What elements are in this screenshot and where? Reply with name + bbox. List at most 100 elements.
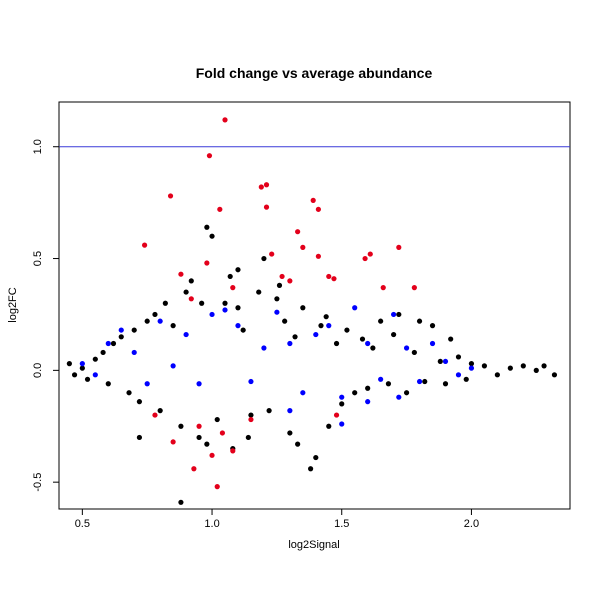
data-point-s2-31: [248, 416, 254, 423]
data-point-s0-30: [261, 255, 267, 262]
data-point-s0-42: [339, 401, 345, 407]
data-point-s0-0: [66, 361, 72, 367]
data-point-s0-63: [481, 363, 488, 369]
data-point-s0-6: [105, 381, 111, 387]
data-point-s2-1: [167, 193, 174, 199]
chart-title: Fold change vs average abundance: [196, 65, 433, 81]
data-point-s1-18: [313, 331, 319, 338]
data-point-s2-30: [152, 412, 158, 418]
data-point-s0-51: [396, 311, 402, 318]
data-point-s2-4: [217, 206, 223, 212]
data-point-s0-29: [256, 289, 262, 295]
data-point-s0-24: [222, 300, 228, 306]
data-point-s1-23: [378, 376, 384, 382]
data-point-s0-67: [533, 367, 539, 373]
data-point-s0-19: [188, 278, 194, 284]
data-point-s2-14: [315, 253, 321, 259]
data-point-s0-16: [170, 323, 176, 329]
data-point-s0-26: [235, 305, 241, 311]
data-point-s1-1: [92, 372, 98, 378]
data-point-s0-78: [295, 441, 301, 447]
data-point-s0-10: [131, 327, 137, 333]
y-tick-label-1: 0.0: [32, 363, 44, 378]
data-point-s0-27: [240, 327, 246, 333]
data-point-s1-31: [287, 408, 293, 414]
data-point-s1-19: [326, 323, 332, 329]
data-point-s1-8: [183, 331, 189, 338]
data-point-s0-33: [282, 318, 288, 324]
data-point-s2-6: [258, 184, 264, 190]
data-point-s2-15: [326, 273, 332, 280]
data-point-s2-13: [315, 206, 321, 212]
data-point-s1-25: [403, 345, 410, 351]
data-point-s1-24: [391, 311, 397, 318]
data-point-s2-9: [279, 273, 285, 280]
data-point-s2-12: [310, 197, 316, 203]
x-tick-label-1: 1.0: [204, 518, 219, 530]
data-point-s0-40: [326, 423, 332, 429]
data-point-s0-72: [227, 273, 233, 280]
data-point-s0-17: [178, 423, 184, 429]
data-point-s1-20: [339, 394, 345, 400]
data-point-s1-0: [79, 361, 85, 367]
data-point-s1-5: [144, 381, 150, 387]
x-axis-label: log2Signal: [288, 539, 339, 551]
data-point-s2-3: [222, 117, 228, 123]
data-point-s1-33: [365, 399, 371, 405]
data-point-s2-33: [287, 278, 293, 284]
data-point-s2-0: [141, 242, 148, 248]
data-point-s2-20: [411, 285, 417, 291]
data-point-s2-21: [380, 285, 386, 291]
data-point-s0-76: [245, 434, 251, 441]
data-point-s2-11: [300, 244, 306, 250]
y-tick-label-3: 1.0: [32, 139, 44, 154]
data-point-s0-50: [391, 331, 397, 338]
data-point-s0-1: [71, 372, 78, 378]
data-point-s0-35: [292, 334, 298, 340]
data-point-s1-2: [105, 340, 111, 347]
data-point-s0-61: [463, 376, 469, 382]
data-point-s1-26: [416, 378, 423, 385]
data-point-s0-21: [204, 224, 210, 230]
data-point-s0-56: [429, 323, 436, 329]
data-point-s0-49: [385, 381, 392, 387]
data-point-s0-60: [455, 354, 462, 360]
data-point-s1-15: [274, 309, 280, 315]
data-point-s1-13: [248, 378, 254, 385]
data-point-s2-25: [209, 452, 215, 458]
data-point-s1-10: [209, 311, 215, 318]
data-point-s0-59: [448, 336, 454, 342]
data-point-s0-75: [199, 300, 205, 306]
data-point-s1-16: [287, 340, 293, 347]
data-point-s2-2: [206, 153, 213, 159]
data-point-s2-10: [295, 229, 301, 235]
data-point-s0-9: [126, 390, 132, 396]
data-point-s0-44: [352, 390, 358, 396]
data-point-s0-2: [79, 365, 85, 371]
data-point-s0-32: [274, 296, 280, 302]
data-point-s0-45: [359, 336, 366, 342]
data-point-s0-55: [422, 378, 428, 385]
data-point-s0-14: [157, 408, 163, 414]
data-point-s0-53: [411, 349, 417, 356]
data-point-s0-8: [118, 334, 124, 340]
data-point-s0-54: [416, 318, 423, 324]
data-point-s2-26: [214, 484, 220, 490]
data-point-s1-6: [157, 318, 163, 324]
data-point-s0-37: [308, 466, 314, 472]
data-point-s0-69: [551, 372, 558, 378]
data-point-s2-36: [219, 430, 226, 436]
data-point-s0-4: [92, 356, 98, 362]
data-point-s2-27: [170, 439, 176, 445]
data-point-s1-30: [468, 365, 475, 371]
data-point-s0-73: [235, 267, 241, 273]
data-point-s0-52: [403, 390, 410, 396]
y-axis: -0.5 0.0 0.5 1.0: [32, 139, 60, 492]
data-point-s2-22: [178, 271, 184, 277]
data-point-s0-43: [344, 327, 350, 333]
data-point-s0-58: [442, 381, 449, 387]
data-point-s0-70: [178, 499, 184, 505]
data-point-s0-71: [204, 441, 210, 447]
data-point-s1-21: [352, 305, 358, 311]
data-point-s0-74: [136, 434, 143, 441]
